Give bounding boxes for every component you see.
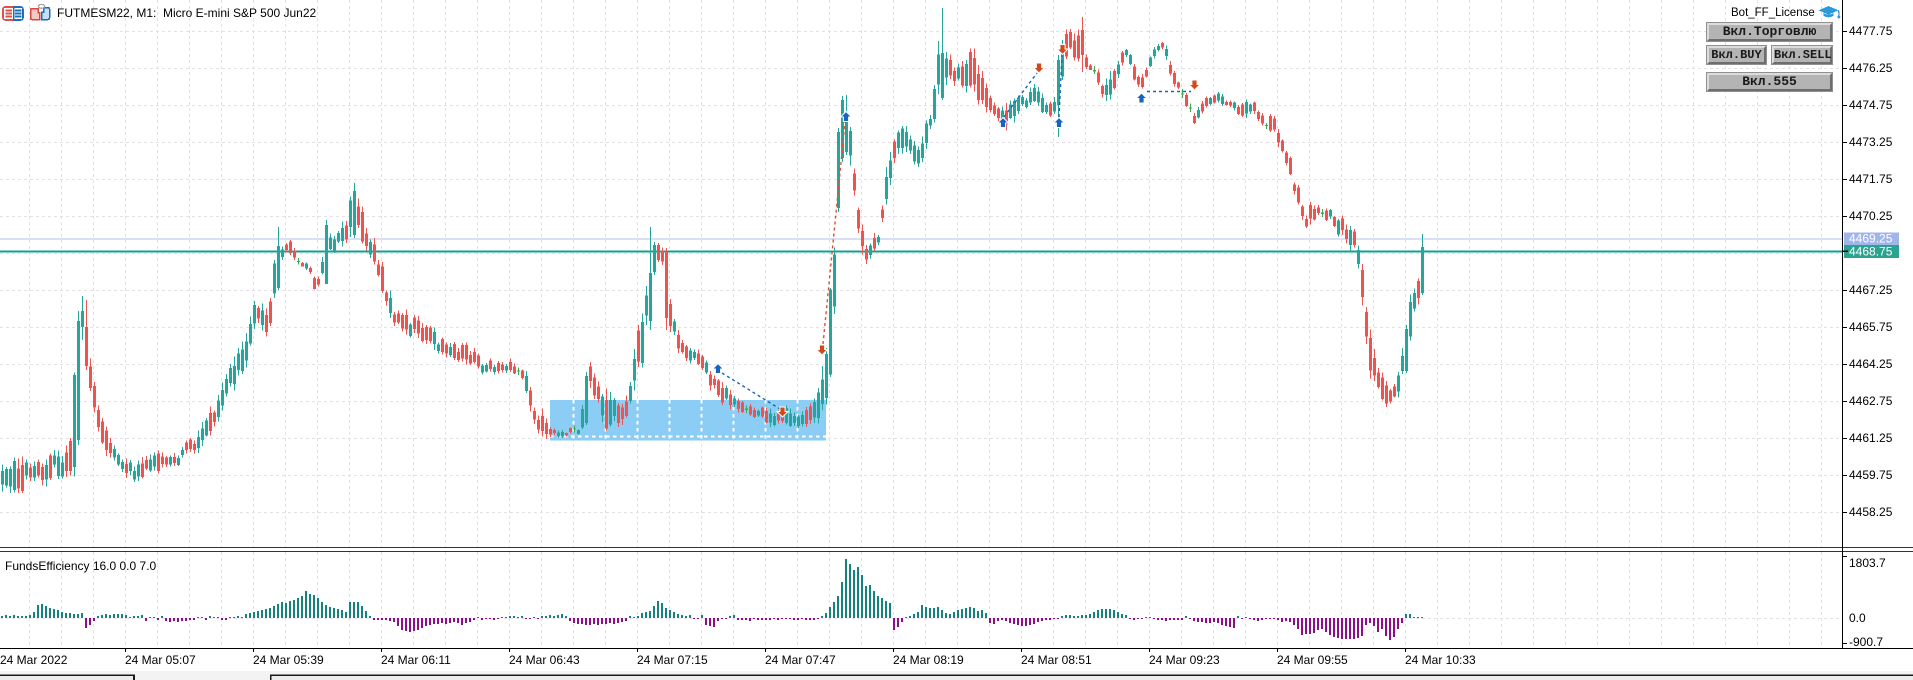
svg-text:4469.25: 4469.25 xyxy=(1849,232,1893,246)
svg-text:24 Mar 2022: 24 Mar 2022 xyxy=(0,653,68,667)
svg-text:4467.25: 4467.25 xyxy=(1849,283,1893,297)
svg-text:24 Mar 09:23: 24 Mar 09:23 xyxy=(1149,653,1220,667)
svg-text:4470.25: 4470.25 xyxy=(1849,209,1893,223)
svg-text:4473.25: 4473.25 xyxy=(1849,135,1893,149)
svg-text:4464.25: 4464.25 xyxy=(1849,357,1893,371)
svg-text:24 Mar 10:33: 24 Mar 10:33 xyxy=(1405,653,1476,667)
svg-text:4471.75: 4471.75 xyxy=(1849,172,1893,186)
svg-text:24 Mar 09:55: 24 Mar 09:55 xyxy=(1277,653,1348,667)
svg-text:4474.75: 4474.75 xyxy=(1849,98,1893,112)
svg-text:4459.75: 4459.75 xyxy=(1849,468,1893,482)
svg-text:0.0: 0.0 xyxy=(1849,611,1866,625)
svg-text:4458.25: 4458.25 xyxy=(1849,505,1893,519)
svg-text:FundsEfficiency 16.0 0.0 7.0: FundsEfficiency 16.0 0.0 7.0 xyxy=(5,559,157,573)
svg-text:-900.7: -900.7 xyxy=(1849,635,1883,649)
svg-text:4465.75: 4465.75 xyxy=(1849,320,1893,334)
svg-text:1803.7: 1803.7 xyxy=(1849,556,1886,570)
svg-text:4476.25: 4476.25 xyxy=(1849,61,1893,75)
svg-text:24 Mar 07:47: 24 Mar 07:47 xyxy=(765,653,836,667)
svg-text:FUTMESM22, M1: Micro E-mini S: FUTMESM22, M1: Micro E-mini S&P 500 Jun2… xyxy=(57,6,317,20)
svg-text:4462.75: 4462.75 xyxy=(1849,394,1893,408)
svg-text:4461.25: 4461.25 xyxy=(1849,431,1893,445)
svg-text:24 Mar 07:15: 24 Mar 07:15 xyxy=(637,653,708,667)
svg-text:24 Mar 08:19: 24 Mar 08:19 xyxy=(893,653,964,667)
svg-text:24 Mar 05:07: 24 Mar 05:07 xyxy=(125,653,196,667)
svg-text:4468.75: 4468.75 xyxy=(1849,245,1893,259)
svg-text:24 Mar 06:11: 24 Mar 06:11 xyxy=(381,653,451,667)
svg-text:4477.75: 4477.75 xyxy=(1849,24,1893,38)
svg-text:24 Mar 06:43: 24 Mar 06:43 xyxy=(509,653,580,667)
svg-text:Bot_FF_License: Bot_FF_License xyxy=(1731,7,1815,19)
svg-text:24 Mar 08:51: 24 Mar 08:51 xyxy=(1021,653,1092,667)
svg-text:24 Mar 05:39: 24 Mar 05:39 xyxy=(253,653,324,667)
